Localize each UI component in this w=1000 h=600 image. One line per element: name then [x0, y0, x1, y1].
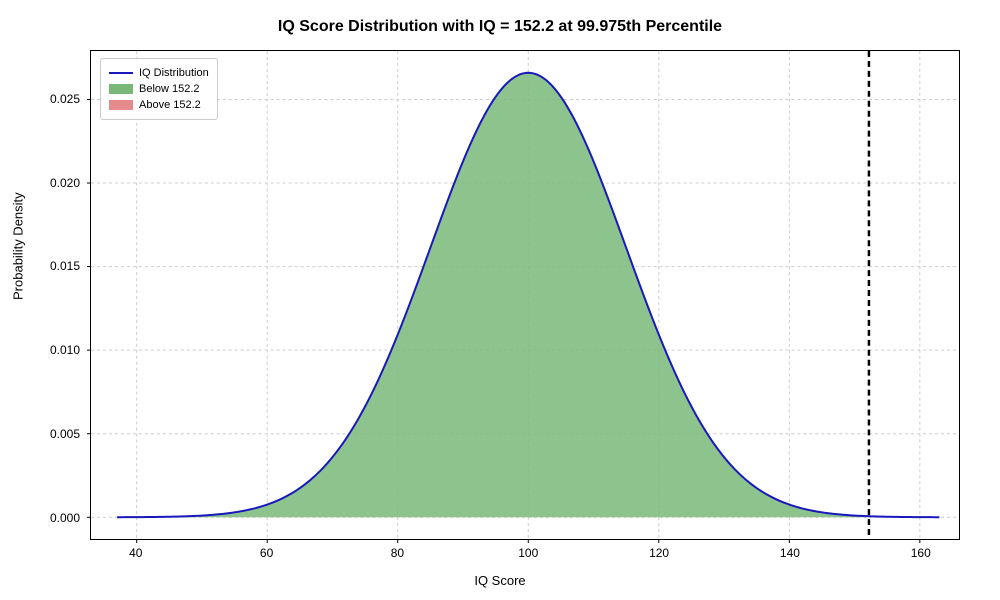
y-tick-label: 0.000 — [42, 511, 80, 525]
legend-label: Below 152.2 — [139, 83, 200, 95]
x-tick-label: 60 — [260, 546, 273, 560]
plot-area — [90, 50, 960, 540]
x-tick-label: 140 — [780, 546, 800, 560]
legend-patch-swatch — [109, 100, 133, 110]
y-axis-label: Probability Density — [11, 192, 26, 300]
y-tick-label: 0.020 — [42, 176, 80, 190]
x-tick-label: 160 — [911, 546, 931, 560]
chart-title: IQ Score Distribution with IQ = 152.2 at… — [0, 18, 1000, 36]
plot-svg — [91, 51, 959, 539]
x-tick-label: 80 — [391, 546, 404, 560]
y-tick-label: 0.025 — [42, 92, 80, 106]
y-tick-label: 0.010 — [42, 343, 80, 357]
chart-container: IQ Score Distribution with IQ = 152.2 at… — [0, 0, 1000, 600]
legend-line-swatch — [109, 72, 133, 74]
legend-item: Above 152.2 — [109, 97, 209, 113]
legend-item: Below 152.2 — [109, 81, 209, 97]
x-tick-label: 40 — [129, 546, 142, 560]
x-tick-label: 120 — [649, 546, 669, 560]
legend: IQ Distribution Below 152.2 Above 152.2 — [100, 58, 218, 120]
legend-item: IQ Distribution — [109, 65, 209, 81]
legend-patch-swatch — [109, 84, 133, 94]
legend-label: IQ Distribution — [139, 67, 209, 79]
x-tick-label: 100 — [518, 546, 538, 560]
y-tick-label: 0.005 — [42, 427, 80, 441]
legend-label: Above 152.2 — [139, 99, 201, 111]
y-tick-label: 0.015 — [42, 259, 80, 273]
x-axis-label: IQ Score — [0, 573, 1000, 588]
